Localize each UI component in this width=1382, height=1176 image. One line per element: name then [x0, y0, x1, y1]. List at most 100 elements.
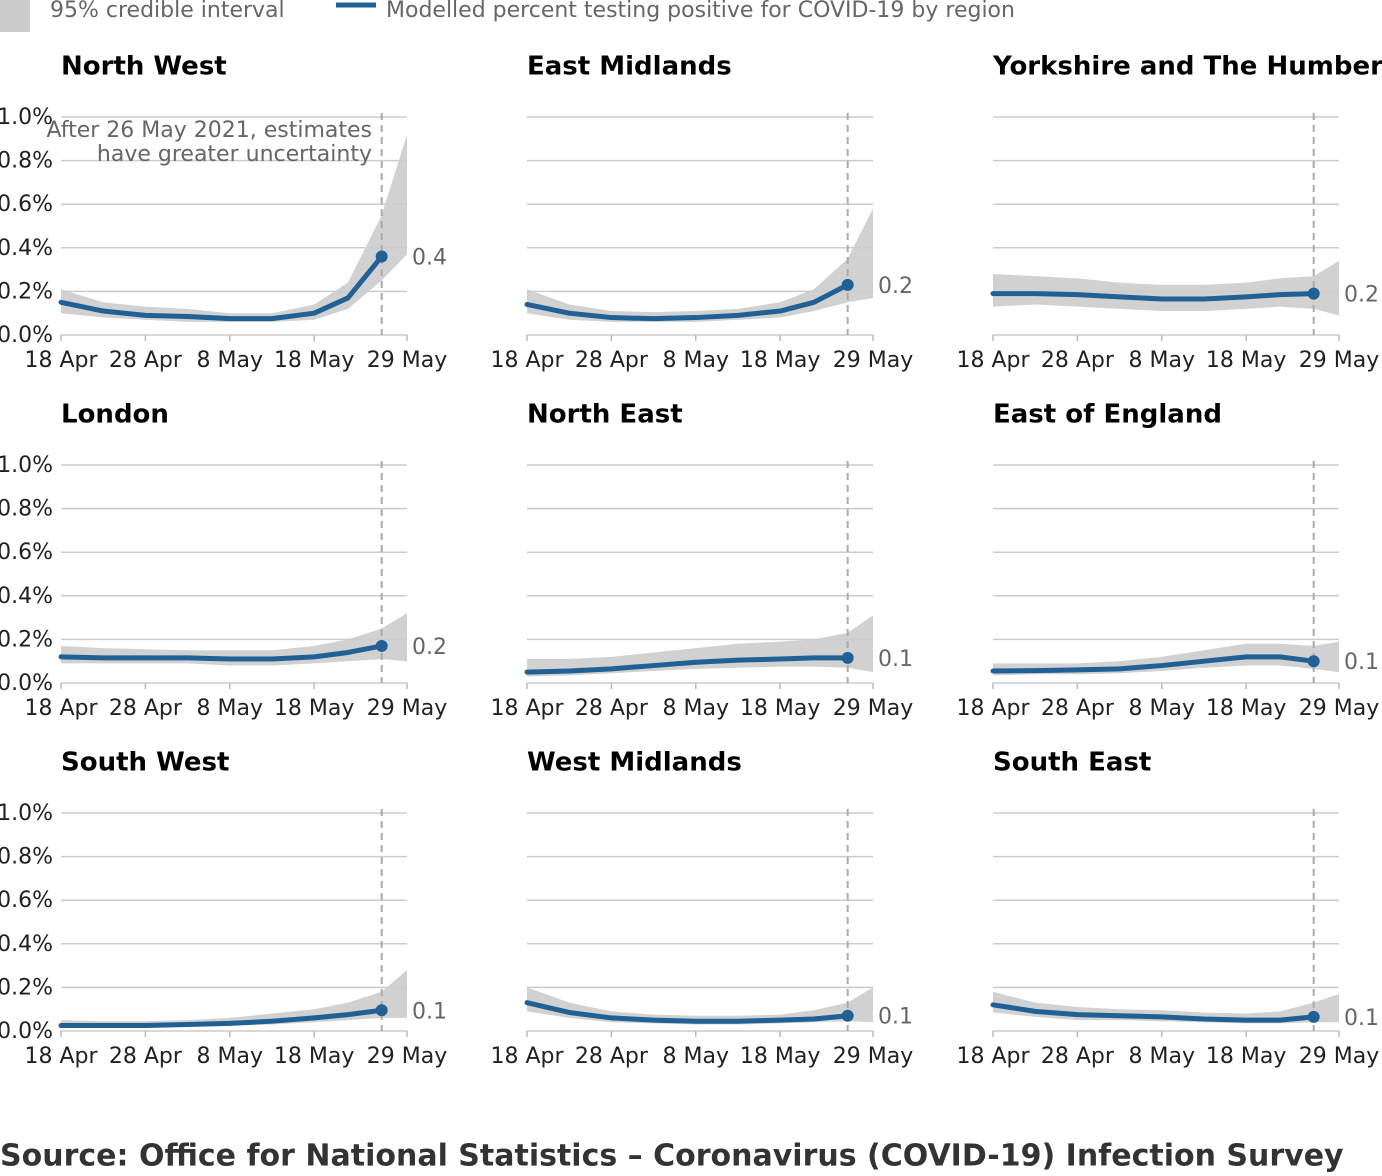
x-tick-label: 18 May — [1206, 348, 1286, 373]
line — [58, 643, 385, 662]
end-point — [375, 250, 388, 263]
y-tick-label: 0.4% — [0, 236, 53, 261]
source: Source: Office for National Statistics –… — [0, 1139, 1344, 1174]
value-label: 0.1 — [878, 1005, 913, 1030]
x-tick-label: 8 May — [663, 1044, 729, 1069]
x-tick-label: 28 Apr — [109, 696, 183, 721]
y-tick-label: 0.6% — [0, 888, 53, 913]
x-tick-label: 28 Apr — [109, 348, 183, 373]
y-tick-label: 0.6% — [0, 540, 53, 565]
value-label: 0.2 — [1344, 283, 1379, 308]
panel-title: North East — [527, 400, 683, 430]
x-tick-label: 28 Apr — [1041, 1044, 1115, 1069]
line — [990, 1002, 1317, 1023]
y-tick-label: 0.2% — [0, 279, 53, 304]
panel-title: East Midlands — [527, 52, 732, 82]
x-tick-label: 29 May — [367, 1044, 447, 1069]
end-point — [841, 278, 854, 291]
y-tick-label: 0.8% — [0, 497, 53, 522]
x-tick-label: 18 Apr — [24, 348, 98, 373]
annotation: have greater uncertainty — [97, 142, 372, 167]
credible-interval — [527, 615, 873, 677]
x-tick-label: 18 May — [1206, 696, 1286, 721]
legend-label: 95% credible interval — [50, 0, 285, 23]
x-tick-label: 18 May — [740, 1044, 820, 1069]
value-label: 0.1 — [1344, 650, 1379, 675]
x-tick-label: 8 May — [663, 348, 729, 373]
end-point — [841, 651, 854, 664]
x-tick-label: 28 Apr — [1041, 348, 1115, 373]
x-tick-label: 18 May — [274, 1044, 354, 1069]
value-label: 0.2 — [412, 635, 447, 660]
end-point — [1307, 1010, 1320, 1023]
x-tick-label: 8 May — [663, 696, 729, 721]
credible-interval — [61, 613, 407, 666]
line — [524, 655, 851, 675]
x-tick-label: 18 May — [740, 696, 820, 721]
annotation: After 26 May 2021, estimates — [46, 118, 372, 143]
x-tick-label: 18 Apr — [490, 348, 564, 373]
x-tick-label: 18 Apr — [956, 696, 1030, 721]
value-label: 0.1 — [1344, 1006, 1379, 1031]
y-tick-label: 0.2% — [0, 975, 53, 1000]
y-tick-label: 0.0% — [0, 1019, 53, 1044]
x-tick-label: 8 May — [1129, 1044, 1195, 1069]
x-tick-label: 28 Apr — [1041, 696, 1115, 721]
y-tick-label: 0.8% — [0, 149, 53, 174]
credible-interval — [993, 641, 1339, 676]
panel-title: North West — [61, 52, 227, 82]
panel-title: South East — [993, 748, 1151, 778]
x-tick-label: 28 Apr — [575, 696, 649, 721]
x-tick-label: 28 Apr — [109, 1044, 183, 1069]
value-label: 0.1 — [878, 647, 913, 672]
line — [524, 1000, 851, 1024]
y-tick-label: 1.0% — [0, 453, 53, 478]
y-tick-label: 0.2% — [0, 627, 53, 652]
x-tick-label: 8 May — [1129, 696, 1195, 721]
line — [990, 654, 1317, 674]
x-tick-label: 28 Apr — [575, 1044, 649, 1069]
panel-title: Yorkshire and The Humber — [992, 52, 1382, 82]
x-tick-label: 8 May — [1129, 348, 1195, 373]
x-tick-label: 18 Apr — [24, 1044, 98, 1069]
end-point — [1307, 287, 1320, 300]
legend-label: Modelled percent testing positive for CO… — [386, 0, 1015, 23]
line — [58, 254, 385, 322]
end-point — [375, 1004, 388, 1017]
x-tick-label: 29 May — [367, 348, 447, 373]
x-tick-label: 18 May — [274, 696, 354, 721]
legend-swatch-band — [0, 0, 30, 32]
x-tick-label: 18 May — [740, 348, 820, 373]
x-tick-label: 18 May — [1206, 1044, 1286, 1069]
x-tick-label: 29 May — [1299, 1044, 1379, 1069]
credible-interval — [993, 260, 1339, 316]
x-tick-label: 8 May — [197, 348, 263, 373]
x-tick-label: 28 Apr — [575, 348, 649, 373]
x-tick-label: 29 May — [367, 696, 447, 721]
value-label: 0.2 — [878, 274, 913, 299]
x-tick-label: 18 Apr — [956, 348, 1030, 373]
x-tick-label: 29 May — [1299, 348, 1379, 373]
end-point — [1307, 655, 1320, 668]
y-tick-label: 0.6% — [0, 192, 53, 217]
y-tick-label: 0.8% — [0, 845, 53, 870]
line — [58, 1007, 385, 1029]
x-tick-label: 18 Apr — [956, 1044, 1030, 1069]
credible-interval — [527, 208, 873, 322]
end-point — [375, 639, 388, 652]
x-tick-label: 18 Apr — [490, 1044, 564, 1069]
x-tick-label: 29 May — [833, 348, 913, 373]
value-label: 0.1 — [412, 999, 447, 1024]
value-label: 0.4 — [412, 246, 447, 271]
line — [990, 291, 1317, 302]
y-tick-label: 0.0% — [0, 671, 53, 696]
panel-title: South West — [61, 748, 229, 778]
x-tick-label: 29 May — [833, 1044, 913, 1069]
panel-title: London — [61, 400, 169, 430]
x-tick-label: 29 May — [1299, 696, 1379, 721]
line — [524, 282, 851, 322]
credible-interval — [527, 987, 873, 1025]
y-tick-label: 0.4% — [0, 932, 53, 957]
